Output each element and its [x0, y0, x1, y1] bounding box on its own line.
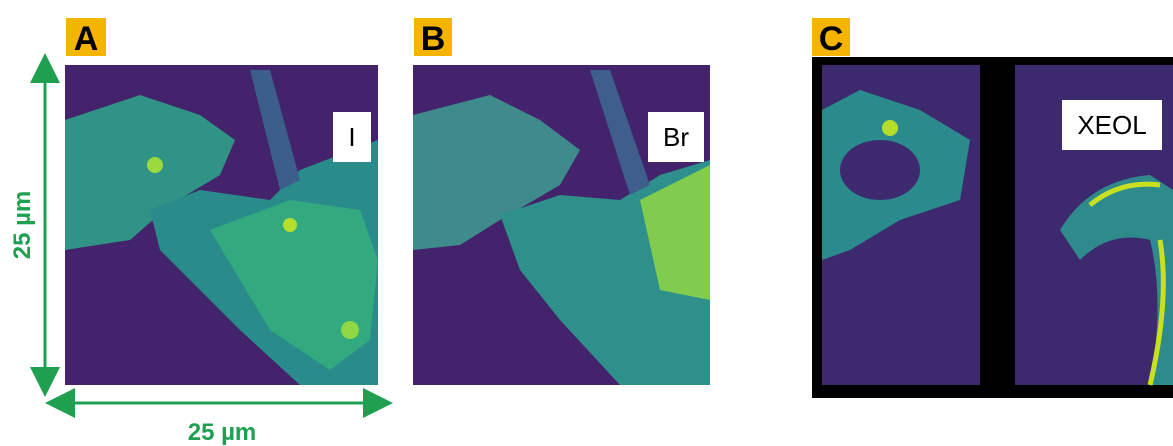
scale-label: 25 µm [9, 191, 36, 260]
channel-tag: I [348, 122, 355, 152]
map-streak [1147, 239, 1166, 386]
map-region [65, 95, 235, 250]
channel-tag: Br [663, 122, 689, 152]
label-box [414, 18, 452, 56]
label-box [66, 18, 106, 56]
panel-a: A I [65, 18, 378, 385]
tag-box [1062, 100, 1162, 150]
map-spot [882, 120, 898, 136]
panel-label: A [74, 20, 99, 58]
tag-box [648, 112, 704, 162]
map-region [250, 70, 300, 190]
map-region [590, 70, 650, 195]
map-region [210, 200, 378, 370]
map-spot [147, 157, 163, 173]
map-spot [283, 218, 297, 232]
map-streak [1088, 181, 1161, 207]
channel-tag: XEOL [1077, 110, 1146, 140]
map-region [1060, 175, 1173, 385]
panel-label: B [421, 20, 446, 58]
map-region [840, 140, 920, 200]
panel-c: C XEOL [812, 18, 1173, 398]
tag-box [333, 112, 371, 162]
label-box [812, 18, 850, 56]
panel-b: B Br [413, 18, 710, 385]
map-spot [341, 321, 359, 339]
panel-label: C [819, 20, 844, 58]
scale-label: 25 µm [188, 419, 257, 446]
map-region [413, 95, 580, 250]
map-region [640, 165, 710, 300]
